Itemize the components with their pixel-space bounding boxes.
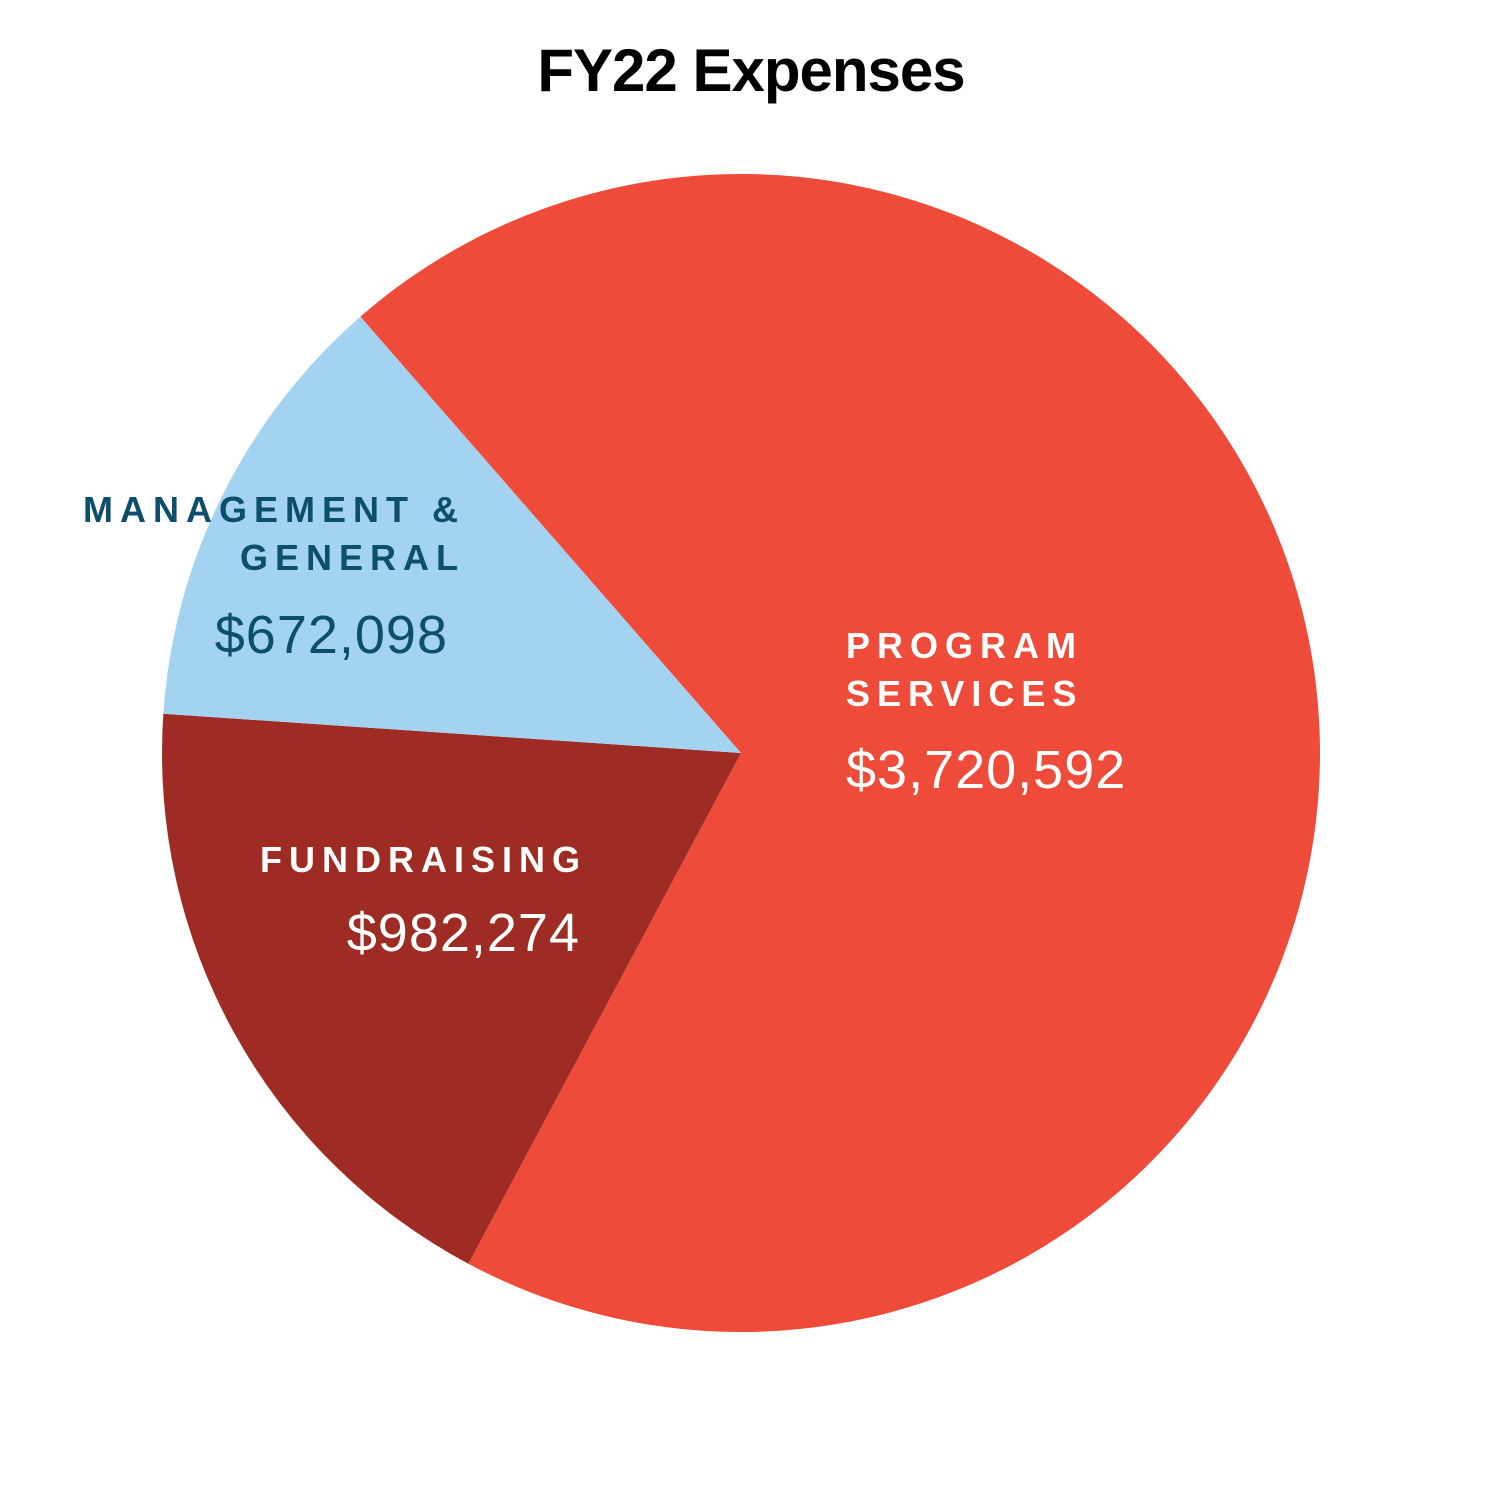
chart-title: FY22 Expenses	[537, 37, 965, 104]
slice-label: PROGRAM SERVICES	[846, 625, 1084, 714]
value-label: $3,720,592	[846, 740, 1127, 800]
value-label: $672,098	[214, 605, 448, 665]
value-label: $982,274	[346, 903, 580, 963]
slice-label: FUNDRAISING	[260, 839, 587, 880]
pie-slice	[360, 173, 1320, 1332]
slice-label: MANAGEMENT & GENERAL	[83, 489, 465, 578]
pie-slice	[162, 713, 741, 1264]
pie-slice	[163, 316, 742, 753]
